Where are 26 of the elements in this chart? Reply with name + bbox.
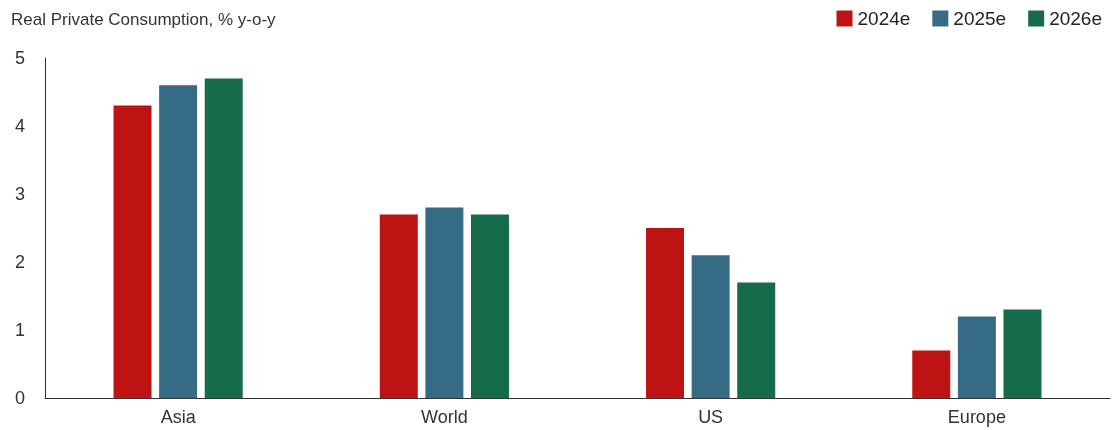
bar bbox=[425, 207, 464, 398]
chart-title: Real Private Consumption, % y-o-y bbox=[11, 10, 277, 29]
bar bbox=[957, 316, 996, 398]
y-tick-label: 3 bbox=[14, 184, 25, 204]
bar bbox=[470, 214, 509, 398]
legend-label: 2024e bbox=[857, 8, 911, 29]
y-tick-label: 2 bbox=[14, 252, 25, 272]
legend-label: 2026e bbox=[1049, 8, 1103, 29]
bar bbox=[1003, 309, 1042, 398]
bar bbox=[912, 350, 951, 398]
x-tick-label: Asia bbox=[160, 407, 197, 427]
x-tick-label: US bbox=[698, 407, 724, 427]
y-tick-label: 4 bbox=[14, 116, 25, 136]
bar bbox=[113, 105, 152, 398]
x-tick-label: Europe bbox=[947, 407, 1006, 427]
legend-label: 2025e bbox=[953, 8, 1007, 29]
y-tick-label: 1 bbox=[14, 320, 25, 340]
bar bbox=[379, 214, 418, 398]
bar bbox=[204, 78, 243, 398]
y-tick-label: 0 bbox=[14, 388, 25, 408]
bar bbox=[646, 228, 685, 398]
bar bbox=[737, 282, 776, 398]
x-tick-label: World bbox=[421, 407, 468, 427]
y-tick-label: 5 bbox=[14, 48, 25, 68]
bar bbox=[159, 85, 198, 398]
bar bbox=[691, 255, 730, 398]
